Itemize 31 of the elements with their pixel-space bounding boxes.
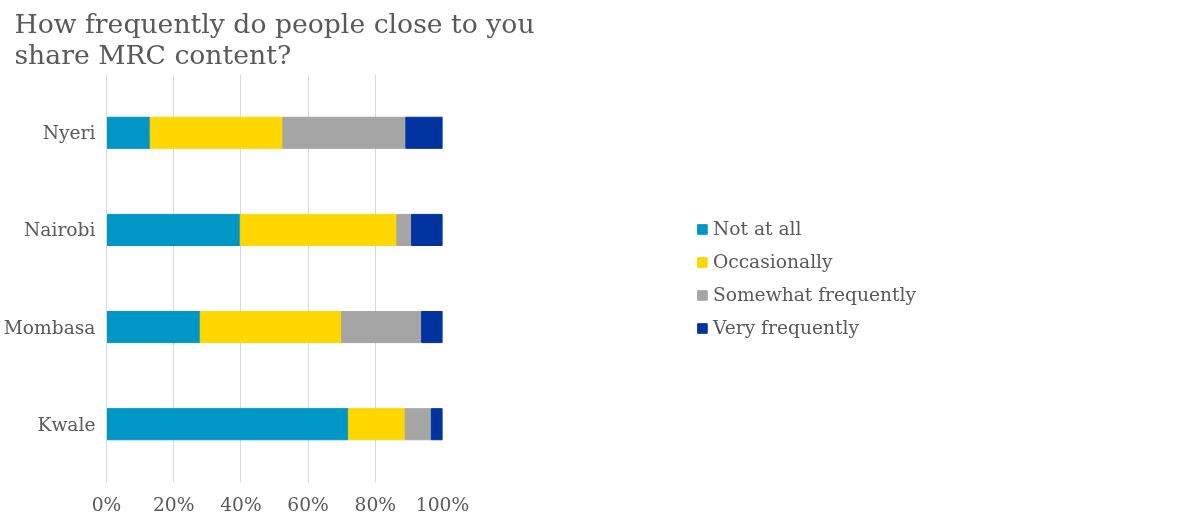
y-tick-label: Nairobi (24, 219, 96, 241)
x-tick-label: 100% (415, 493, 470, 515)
bar (404, 408, 432, 441)
legend-label: Very frequently (712, 317, 859, 338)
bar (405, 116, 443, 149)
x-tick-label: 20% (152, 493, 195, 515)
bar (347, 408, 406, 441)
bar (282, 116, 407, 149)
y-tick-label: Nyeri (42, 122, 96, 144)
legend-label: Somewhat frequently (712, 284, 917, 305)
bar (341, 311, 423, 344)
y-tick-label: Kwale (37, 413, 96, 435)
legend-label: Not at all (712, 218, 802, 239)
bar (239, 213, 398, 246)
x-tick-label: 0% (91, 493, 122, 515)
x-tick-label: 40% (220, 493, 262, 515)
y-tick-label: Mombasa (3, 316, 96, 338)
bar (421, 311, 443, 344)
x-tick-label: 60% (287, 493, 329, 515)
bar (430, 408, 443, 441)
bar (396, 213, 413, 246)
bar (106, 311, 201, 344)
legend-label: Occasionally (712, 251, 833, 272)
bar (411, 213, 443, 246)
bar (106, 213, 241, 246)
chart-title: How frequently do people close to you share MRC content? (14, 7, 535, 70)
bar (106, 116, 151, 149)
x-tick-label: 80% (354, 493, 397, 515)
bar (149, 116, 284, 149)
bar (106, 408, 349, 441)
bar (199, 311, 343, 344)
